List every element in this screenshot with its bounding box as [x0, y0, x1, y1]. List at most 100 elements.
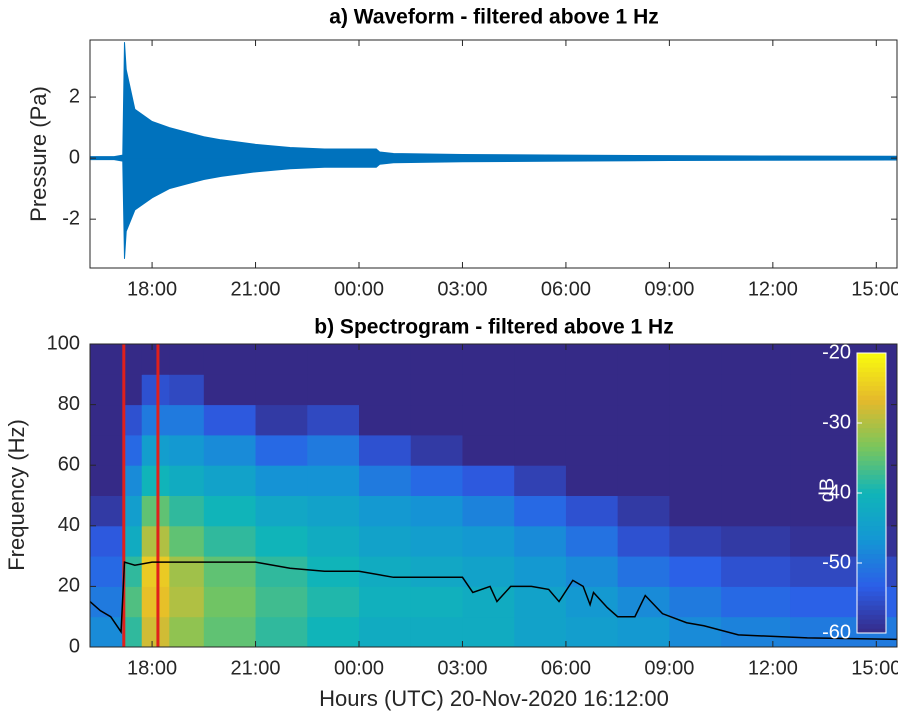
- heatmap-cell: [565, 586, 619, 618]
- x-tick-label: 06:00: [541, 278, 591, 300]
- heatmap-cell: [410, 495, 463, 527]
- heatmap-cell: [359, 465, 412, 496]
- heatmap-cell: [462, 374, 515, 406]
- colorbar-segment: [857, 535, 886, 541]
- heatmap-cell: [307, 525, 360, 557]
- colorbar-segment: [857, 539, 886, 545]
- colorbar-segment: [857, 409, 886, 415]
- heatmap-cell: [124, 434, 143, 466]
- heatmap-cell: [255, 374, 308, 406]
- heatmap-cell: [255, 404, 308, 436]
- x-tick-label: 03:00: [437, 278, 487, 300]
- heatmap-cell: [141, 434, 170, 466]
- heatmap-cell: [617, 404, 670, 436]
- heatmap-cell: [410, 344, 463, 375]
- heatmap-cell: [141, 616, 170, 648]
- heatmap-cell: [359, 525, 412, 557]
- heatmap-cell: [669, 525, 722, 557]
- x-tick-label: 18:00: [127, 278, 177, 300]
- colorbar-segment: [857, 385, 886, 391]
- heatmap-cell: [90, 374, 125, 406]
- heatmap-cell: [462, 465, 515, 496]
- heatmap-cell: [669, 434, 722, 466]
- x-tick-label: 18:00: [127, 657, 177, 679]
- heatmap-cell: [359, 586, 412, 618]
- heatmap-cell: [141, 525, 170, 557]
- heatmap-cell: [359, 374, 412, 406]
- heatmap-cell: [359, 344, 412, 375]
- colorbar-segment: [857, 595, 886, 601]
- heatmap-cell: [124, 374, 143, 406]
- heatmap-cell: [721, 616, 791, 648]
- heatmap-cell: [90, 525, 125, 557]
- heatmap-cell: [203, 495, 257, 527]
- heatmap-cell: [410, 434, 463, 466]
- heatmap-cell: [462, 556, 515, 587]
- heatmap-cell: [721, 586, 791, 618]
- x-tick-label: 15:00: [851, 278, 898, 300]
- heatmap-cell: [617, 556, 670, 587]
- colorbar-segment: [857, 441, 886, 447]
- heatmap-cell: [514, 404, 567, 436]
- colorbar-segment: [857, 479, 886, 485]
- x-tick-label: 03:00: [437, 657, 487, 679]
- colorbar-segment: [857, 549, 886, 555]
- heatmap-cell: [90, 616, 125, 648]
- heatmap-cell: [169, 374, 205, 406]
- heatmap-cell: [255, 434, 308, 466]
- colorbar-segment: [857, 404, 886, 410]
- heatmap-cell: [514, 525, 567, 557]
- heatmap-cell: [203, 586, 257, 618]
- frequency-line: [89, 561, 898, 641]
- colorbar-segment: [857, 605, 886, 611]
- y-tick-label: 100: [47, 332, 80, 354]
- heatmap-cell: [721, 434, 791, 466]
- x-axis-label: Hours (UTC) 20-Nov-2020 16:12:00: [319, 686, 669, 711]
- colorbar-tick-label: -20: [822, 341, 851, 363]
- heatmap-cell: [169, 495, 205, 527]
- heatmap-cell: [617, 465, 670, 496]
- heatmap-cell: [90, 344, 125, 375]
- heatmap-cell: [669, 404, 722, 436]
- heatmap-cell: [255, 556, 308, 587]
- heatmap-cell: [721, 374, 791, 406]
- colorbar-segment: [857, 614, 886, 620]
- colorbar-segment: [857, 586, 886, 592]
- colorbar-segment: [857, 446, 886, 452]
- colorbar-segment: [857, 362, 886, 368]
- colorbar-segment: [857, 483, 886, 489]
- heatmap-cell: [721, 344, 791, 375]
- heatmap-cell: [565, 525, 619, 557]
- colorbar-segment: [857, 390, 886, 396]
- colorbar-segment: [857, 460, 886, 466]
- colorbar-segment: [857, 516, 886, 522]
- colorbar-segment: [857, 418, 886, 424]
- y-tick-label: 2: [69, 85, 80, 107]
- heatmap-cell: [141, 374, 170, 406]
- heatmap-cell: [617, 495, 670, 527]
- heatmap-cell: [514, 374, 567, 406]
- heatmap-cell: [307, 495, 360, 527]
- colorbar-segment: [857, 609, 886, 615]
- colorbar-segment: [857, 530, 886, 536]
- heatmap-cell: [410, 586, 463, 618]
- heatmap-cell: [462, 525, 515, 557]
- heatmap-cell: [203, 374, 257, 406]
- heatmap-cell: [124, 586, 143, 618]
- heatmap-cell: [669, 556, 722, 587]
- colorbar-segment: [857, 507, 886, 513]
- heatmap-cell: [514, 556, 567, 587]
- heatmap-cell: [514, 616, 567, 648]
- colorbar-segment: [857, 437, 886, 443]
- heatmap-cell: [565, 374, 619, 406]
- heatmap-cell: [514, 586, 567, 618]
- heatmap-cell: [721, 525, 791, 557]
- heatmap-cell: [141, 465, 170, 496]
- heatmap-cell: [359, 495, 412, 527]
- heatmap-cell: [410, 556, 463, 587]
- heatmap-cell: [307, 434, 360, 466]
- colorbar-segment: [857, 455, 886, 461]
- heatmap-cell: [169, 586, 205, 618]
- heatmap-cell: [124, 495, 143, 527]
- heatmap-cell: [307, 465, 360, 496]
